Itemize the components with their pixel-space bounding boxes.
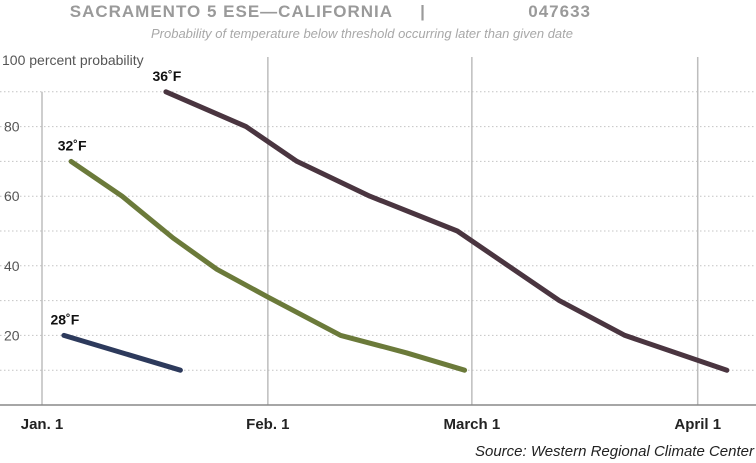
series-lines bbox=[61, 89, 730, 373]
x-tick-label-2: March 1 bbox=[444, 416, 501, 433]
series-label-1: 32˚F bbox=[58, 137, 87, 153]
horizontal-gridlines bbox=[0, 91, 756, 371]
x-tick-labels: Jan. 1 Feb. 1 March 1 April 1 bbox=[21, 416, 721, 433]
y-axis-label: 100 percent probability bbox=[2, 52, 144, 68]
series-labels: 28˚F 32˚F 36˚F bbox=[50, 68, 181, 328]
y-tick-label-40: 40 bbox=[4, 258, 20, 274]
chart-subtitle: Probability of temperature below thresho… bbox=[151, 26, 573, 41]
chart-title: SACRAMENTO 5 ESE—CALIFORNIA | 047633 bbox=[70, 2, 591, 21]
y-tick-label-80: 80 bbox=[4, 119, 20, 135]
series-label-2: 36˚F bbox=[152, 68, 181, 84]
source-note: Source: Western Regional Climate Center bbox=[475, 443, 755, 460]
station-id: 047633 bbox=[528, 2, 591, 21]
x-tick-label-0: Jan. 1 bbox=[21, 416, 64, 433]
y-tick-label-60: 60 bbox=[4, 188, 20, 204]
series-line-1 bbox=[68, 158, 468, 373]
series-line-0 bbox=[61, 332, 183, 373]
series-label-0: 28˚F bbox=[50, 311, 79, 327]
title-text: SACRAMENTO 5 ESE—CALIFORNIA bbox=[70, 2, 393, 21]
y-tick-labels: 20 40 60 80 bbox=[4, 119, 20, 344]
y-tick-label-20: 20 bbox=[4, 327, 20, 343]
x-tick-label-3: April 1 bbox=[674, 416, 721, 433]
series-line-2 bbox=[163, 89, 730, 373]
x-tick-label-1: Feb. 1 bbox=[246, 416, 289, 433]
title-separator: | bbox=[420, 2, 426, 21]
vertical-gridlines bbox=[41, 57, 699, 405]
